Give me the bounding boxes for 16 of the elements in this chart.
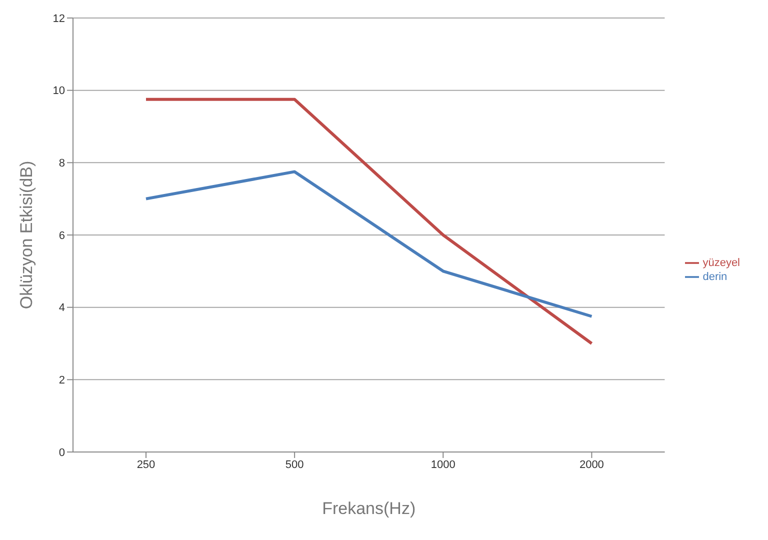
- x-tick-label: 1000: [430, 458, 456, 471]
- legend-label: derin: [702, 270, 728, 283]
- y-tick-label: 6: [58, 230, 65, 242]
- x-axis-title: Frekans(Hz): [322, 499, 416, 518]
- y-tick-label: 4: [58, 302, 65, 314]
- x-tick-label: 250: [136, 458, 156, 471]
- x-tick-label: 500: [285, 458, 304, 471]
- y-tick-label: 0: [58, 446, 65, 459]
- y-tick-label: 10: [52, 85, 65, 98]
- x-tick-label: 2000: [579, 458, 604, 471]
- y-axis-title: Oklüzyon Etkisi(dB): [17, 160, 36, 310]
- y-tick-label: 8: [58, 158, 65, 170]
- y-tick-label: 12: [52, 12, 65, 25]
- line-series: [144, 170, 594, 318]
- legend-label: yüzeyel: [702, 256, 740, 269]
- y-tick-label: 2: [58, 374, 65, 387]
